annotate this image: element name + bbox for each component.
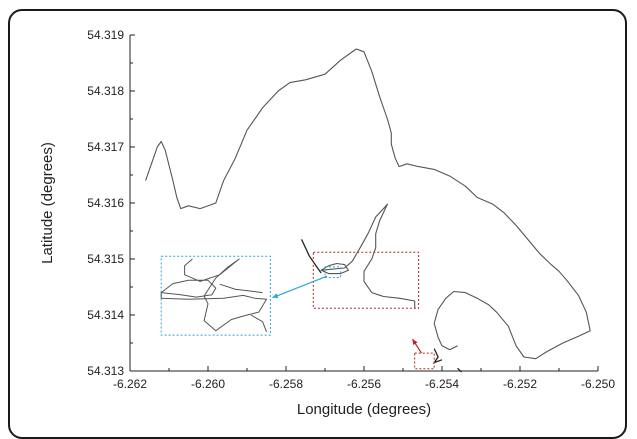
figure-frame bbox=[8, 9, 627, 439]
inset-track-segment bbox=[219, 283, 263, 294]
y-tick-label: 54.314 bbox=[87, 308, 124, 322]
x-tick-label: -6.256 bbox=[347, 377, 381, 391]
zoom-arrow-red-head bbox=[412, 339, 418, 346]
zoom-box-small-cyan bbox=[324, 266, 342, 278]
y-axis-label: Latitude (degrees) bbox=[39, 142, 56, 264]
inset-track bbox=[160, 258, 267, 332]
y-tick-label: 54.315 bbox=[87, 252, 124, 266]
y-tick-label: 54.316 bbox=[87, 196, 124, 210]
inlet-track bbox=[320, 203, 416, 309]
inset-track-segment bbox=[250, 314, 267, 332]
x-tick-label: -6.262 bbox=[113, 377, 147, 391]
inset-arrow-cyan bbox=[272, 275, 328, 299]
y-tick-label: 54.319 bbox=[87, 28, 124, 42]
x-tick-label: -6.254 bbox=[425, 377, 459, 391]
small-track-segment bbox=[301, 239, 322, 274]
inset-arrow-cyan-head bbox=[272, 293, 279, 299]
zoom-box-small-red bbox=[414, 352, 435, 370]
x-tick-label: -6.250 bbox=[581, 377, 615, 391]
coastline-track bbox=[145, 48, 591, 360]
inset-box-cyan bbox=[160, 255, 271, 336]
x-tick-label: -6.260 bbox=[191, 377, 225, 391]
x-tick-label: -6.258 bbox=[269, 377, 303, 391]
zoom-box-large-red bbox=[312, 251, 420, 309]
small-track-segment bbox=[457, 367, 462, 373]
y-tick-label: 54.318 bbox=[87, 84, 124, 98]
small-track-segment bbox=[432, 348, 443, 364]
y-tick-label: 54.317 bbox=[87, 140, 124, 154]
chart: -6.262 -6.260 -6.258 -6.256 -6.254 -6.252 -6.2… bbox=[39, 28, 615, 418]
x-tick-label: -6.252 bbox=[503, 377, 537, 391]
y-tick-label: 54.313 bbox=[87, 364, 124, 378]
x-axis-label: Longitude (degrees) bbox=[297, 401, 431, 418]
